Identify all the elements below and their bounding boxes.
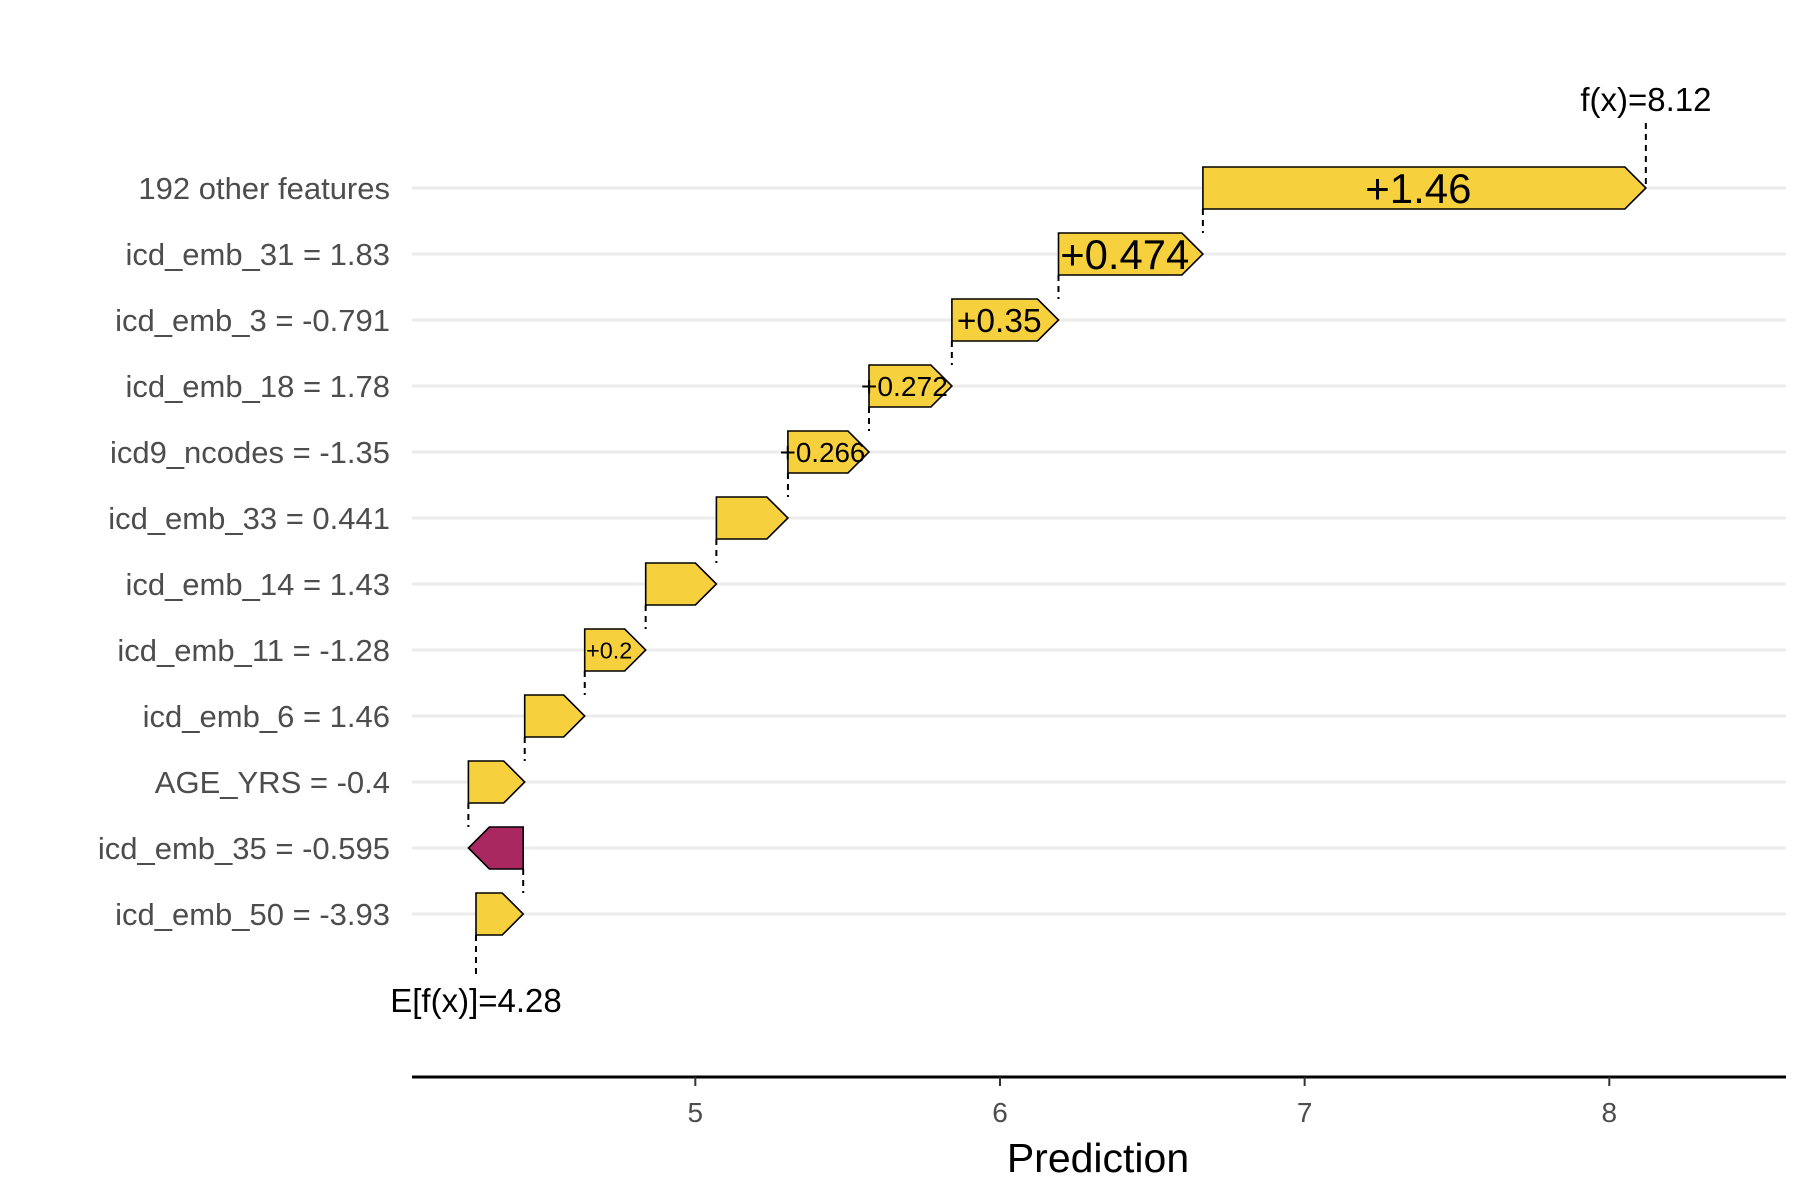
feature-label: icd_emb_33 = 0.441 (108, 501, 390, 536)
feature-label: 192 other features (138, 171, 390, 206)
waterfall-bar (1202, 166, 1648, 210)
x-axis: 5 6 7 8 (412, 1075, 1786, 1128)
x-tick-label: 7 (1297, 1097, 1313, 1128)
waterfall-bar (715, 496, 790, 540)
feature-label: icd_emb_50 = -3.93 (115, 897, 390, 932)
waterfall-bar (523, 694, 586, 738)
feature-label: icd_emb_14 = 1.43 (125, 567, 390, 602)
x-tick-label: 5 (688, 1097, 704, 1128)
feature-labels: 192 other features icd_emb_31 = 1.83 icd_e… (98, 171, 390, 932)
x-axis-title: Prediction (1007, 1135, 1189, 1181)
base-value-label: E[f(x)]=4.28 (390, 982, 562, 1019)
waterfall-bar (583, 628, 647, 672)
x-tick-label: 6 (992, 1097, 1008, 1128)
final-value-label: f(x)=8.12 (1580, 81, 1711, 118)
waterfall-bar (467, 760, 526, 804)
feature-label: icd_emb_31 = 1.83 (125, 237, 390, 272)
waterfall-bar (1057, 232, 1205, 276)
bar-value-label: +0.35 (957, 303, 1042, 340)
bar-value-label: +1.46 (1365, 165, 1471, 212)
feature-label: icd_emb_6 = 1.46 (143, 699, 390, 734)
feature-label: icd_emb_18 = 1.78 (125, 369, 390, 404)
bar-value-label: +0.272 (861, 370, 948, 402)
feature-label: icd_emb_3 = -0.791 (115, 303, 390, 338)
feature-label: icd_emb_11 = -1.28 (117, 633, 390, 668)
waterfall-bar (475, 892, 525, 936)
bar-value-label: +0.474 (1060, 231, 1189, 278)
x-tick-label: 8 (1602, 1097, 1618, 1128)
waterfall-bar (787, 430, 871, 474)
feature-label: icd_emb_35 = -0.595 (98, 831, 390, 866)
waterfall-bar (467, 826, 525, 870)
feature-label: icd9_ncodes = -1.35 (110, 435, 390, 470)
waterfall-bar (951, 298, 1060, 342)
bar-value-label: +0.2 (586, 637, 632, 663)
bar-value-label: +0.266 (780, 437, 866, 468)
waterfall-bar (644, 562, 718, 606)
waterfall-bar (868, 364, 954, 408)
feature-label: AGE_YRS = -0.4 (155, 765, 390, 800)
connectors (467, 123, 1647, 978)
gridlines (412, 186, 1786, 916)
bars: +1.46 +0.474 +0.35 +0.272 +0.266 +0.2 (467, 165, 1648, 936)
